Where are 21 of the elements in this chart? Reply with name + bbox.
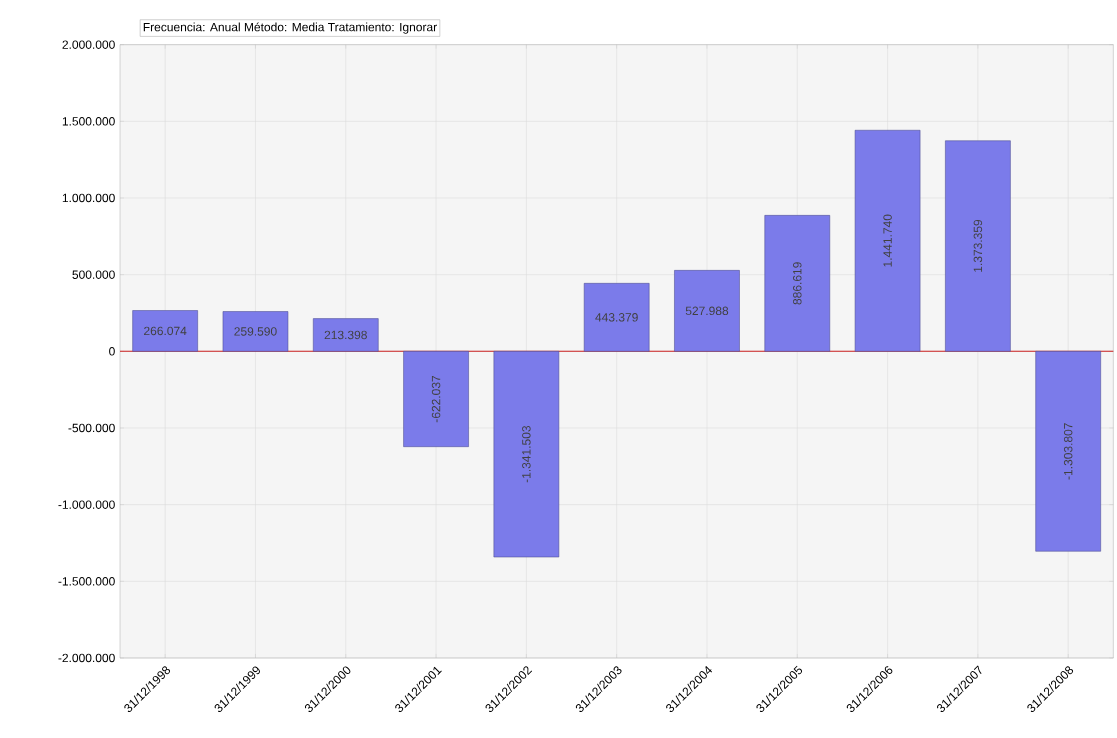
data-label: 213.398	[324, 330, 367, 340]
y-tick-label: 1.500.000	[62, 117, 115, 126]
data-label: -1.341.503	[522, 426, 531, 483]
y-tick-label: 1.000.000	[62, 193, 115, 203]
data-label: 527.988	[685, 306, 729, 316]
data-label: -1.303.807	[1063, 423, 1073, 480]
data-label: 886.619	[793, 262, 802, 305]
data-label: 1.373.359	[973, 219, 983, 272]
data-label: 443.379	[595, 313, 638, 322]
data-label: 1.441.740	[883, 214, 892, 267]
y-tick-label: 2.000.000	[62, 40, 115, 49]
y-tick-label: -1.500.000	[58, 577, 115, 586]
y-tick-label: -500.000	[68, 423, 115, 433]
y-tick-label: 500.000	[72, 270, 115, 279]
data-label: -622.037	[431, 375, 441, 423]
data-label: 259.590	[234, 327, 277, 336]
y-tick-label: 0	[109, 347, 115, 356]
data-label: 266.074	[144, 326, 187, 336]
y-tick-label: -2.000.000	[58, 653, 115, 663]
chart-title: Frecuencia: Anual Método: Media Tratamiento: Ignorar	[143, 22, 437, 34]
y-tick-label: -1.000.000	[58, 500, 115, 509]
